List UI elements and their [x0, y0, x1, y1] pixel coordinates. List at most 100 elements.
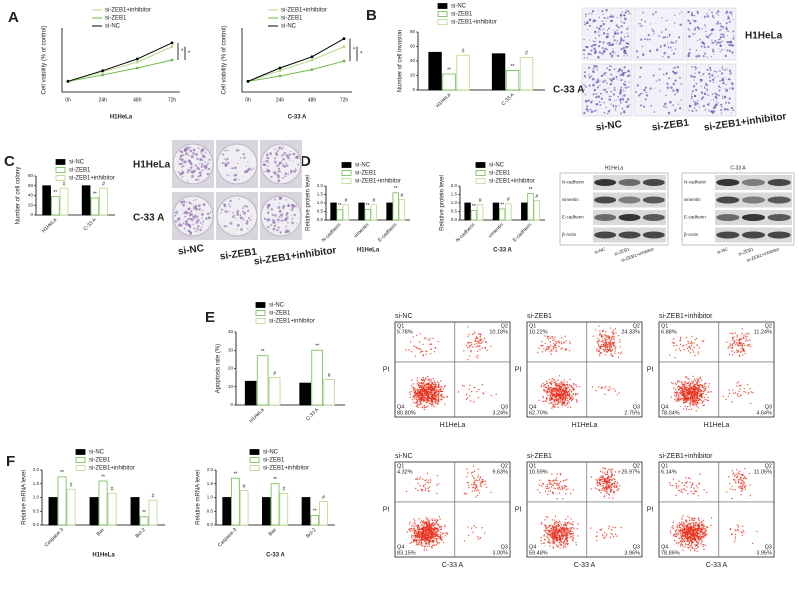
cell-dot [594, 51, 597, 54]
x-tick-label: C-33 A [83, 217, 99, 233]
cell-dot [595, 96, 598, 99]
event-dot [422, 393, 425, 396]
event-dot [731, 333, 734, 335]
event-dot [597, 349, 600, 351]
event-dot [687, 342, 689, 344]
event-dot [558, 534, 560, 537]
event-dot [686, 397, 688, 399]
event-dot [410, 541, 413, 544]
event-dot [597, 484, 599, 487]
colony-dot [286, 164, 289, 167]
cell-dot [620, 17, 622, 19]
colony-dot [206, 212, 210, 216]
colony-dot [230, 167, 232, 169]
colony-dot [272, 171, 276, 174]
cell-dot [711, 41, 714, 45]
quadrant-label: Q2 [765, 323, 772, 329]
bar [527, 193, 534, 221]
event-dot [479, 348, 481, 351]
quadrant-label: Q4 [397, 404, 404, 410]
event-dot [549, 490, 552, 492]
blot-band [716, 179, 740, 186]
event-dot [405, 349, 407, 351]
colony-dot [294, 168, 296, 170]
cell-dot [602, 13, 604, 16]
bar [301, 497, 311, 526]
colony-dot [194, 199, 197, 201]
colony-dot [179, 150, 183, 153]
cell-dot [728, 87, 731, 89]
event-dot [613, 338, 615, 341]
event-dot [490, 394, 493, 397]
event-dot [418, 518, 420, 520]
event-dot [600, 347, 602, 350]
cell-dot [688, 19, 690, 22]
event-dot [612, 343, 614, 346]
legend-symbol [475, 162, 486, 168]
cell-dot [594, 96, 596, 99]
cell-dot [720, 108, 723, 112]
cell-dot [623, 89, 625, 91]
event-dot [433, 351, 436, 353]
cell-dot [725, 101, 727, 104]
event-dot [425, 487, 427, 489]
cell-dot [598, 40, 602, 44]
event-dot [428, 395, 431, 398]
event-dot [562, 400, 564, 402]
event-dot [421, 350, 424, 353]
event-dot [696, 380, 699, 382]
colony-dot [236, 228, 238, 230]
cell-dot [713, 110, 716, 113]
cell-dot [592, 20, 595, 23]
event-dot [690, 399, 692, 401]
event-dot [543, 348, 545, 350]
event-dot [479, 336, 482, 338]
event-dot [419, 388, 422, 391]
cell-dot [703, 43, 706, 46]
event-dot [601, 528, 603, 530]
event-dot [472, 465, 475, 467]
event-dot [553, 522, 556, 524]
event-dot [742, 354, 744, 356]
colony-dot [202, 169, 205, 171]
event-dot [688, 378, 690, 380]
event-dot [419, 537, 421, 539]
event-dot [558, 486, 561, 489]
event-dot [610, 340, 612, 342]
event-dot [599, 333, 601, 335]
cell-dot [703, 46, 706, 49]
event-dot [432, 403, 434, 405]
event-dot [437, 402, 439, 404]
event-dot [430, 400, 433, 402]
event-dot [746, 332, 748, 334]
event-dot [747, 344, 750, 347]
event-dot [608, 386, 610, 388]
event-dot [438, 384, 440, 386]
event-dot [608, 345, 610, 348]
event-dot [571, 396, 573, 399]
event-dot [602, 335, 604, 337]
event-dot [541, 522, 543, 524]
cell-dot [624, 36, 626, 38]
event-dot [594, 487, 597, 489]
event-dot [617, 352, 620, 354]
cell-dot [726, 68, 728, 70]
event-dot [434, 522, 436, 524]
cell-dot [589, 12, 591, 14]
cell-dot [595, 65, 598, 68]
event-dot [551, 401, 553, 404]
x-tick-label: 24h [276, 97, 285, 103]
event-dot [557, 545, 560, 547]
y-tick-label: 1.5 [33, 481, 40, 486]
event-dot [560, 400, 562, 402]
event-dot [421, 407, 423, 409]
cell-dot [586, 57, 589, 59]
event-dot [566, 381, 568, 383]
event-dot [425, 377, 427, 379]
cell-dot [668, 47, 670, 49]
event-dot [685, 336, 688, 339]
event-dot [409, 397, 412, 399]
event-dot [695, 398, 698, 400]
event-dot [614, 345, 616, 348]
colony-dot [296, 155, 299, 158]
